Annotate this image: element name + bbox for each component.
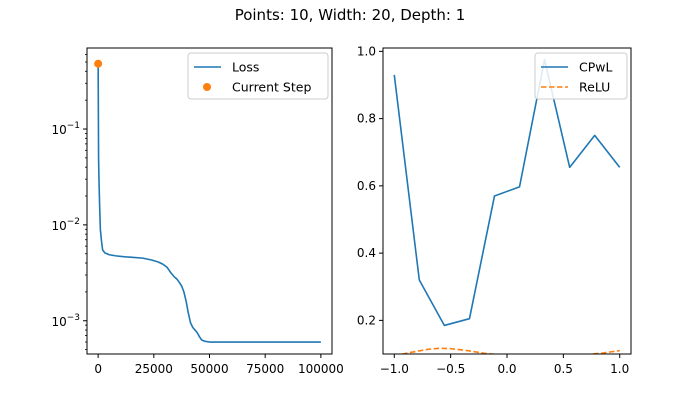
function-plot-y-ticks: 0.2 0.4 0.6 0.8 1.0	[357, 44, 383, 327]
loss-plot-y-ticks: 10−3 10−2 10−1	[51, 54, 87, 351]
function-plot-legend: CPwL ReLU	[534, 52, 628, 100]
x-tick-label: 0.0	[497, 362, 516, 376]
legend-marker	[203, 83, 211, 91]
x-tick-label: 0	[94, 362, 102, 376]
loss-plot-series-loss-line	[97, 63, 321, 343]
loss-plot: 0 25000 50000 75000 100000 10−3 10−2 10−1 Loss…	[51, 47, 344, 376]
x-tick-label: 1.0	[610, 362, 629, 376]
y-tick-label: 10−3	[51, 313, 80, 329]
y-tick-label: 10−1	[51, 121, 80, 137]
loss-plot-legend: Loss Current Step	[187, 52, 329, 100]
loss-plot-x-ticks: 0 25000 50000 75000 100000	[94, 354, 344, 376]
x-tick-label: 100000	[298, 362, 344, 376]
legend-box	[187, 52, 329, 100]
legend-label: Current Step	[232, 80, 311, 95]
function-plot-series-cpwl-line	[393, 58, 621, 327]
function-plot: −1.0 −0.5 0.0 0.5 1.0 0.2 0.4 0.6 0.8 1.0 CPwL Re…	[357, 44, 632, 376]
legend-label: ReLU	[579, 80, 610, 95]
loss-plot-series-current-step-point	[94, 59, 103, 68]
x-tick-label: 75000	[246, 362, 284, 376]
y-tick-label: 1.0	[357, 44, 376, 58]
x-tick-label: 50000	[190, 362, 228, 376]
y-tick-label: 0.8	[357, 112, 376, 126]
legend-label: CPwL	[579, 60, 612, 75]
x-tick-label: 25000	[135, 362, 173, 376]
y-tick-label: 10−2	[51, 217, 80, 233]
figure-title: Points: 10, Width: 20, Depth: 1	[235, 6, 466, 24]
x-tick-label: −1.0	[380, 362, 409, 376]
legend-label: Loss	[232, 60, 259, 75]
y-tick-label: 0.2	[357, 313, 376, 327]
y-tick-label: 0.4	[357, 246, 376, 260]
y-tick-label: 0.6	[357, 179, 376, 193]
x-tick-label: −0.5	[436, 362, 465, 376]
function-plot-x-ticks: −1.0 −0.5 0.0 0.5 1.0	[380, 354, 629, 376]
x-tick-label: 0.5	[554, 362, 573, 376]
